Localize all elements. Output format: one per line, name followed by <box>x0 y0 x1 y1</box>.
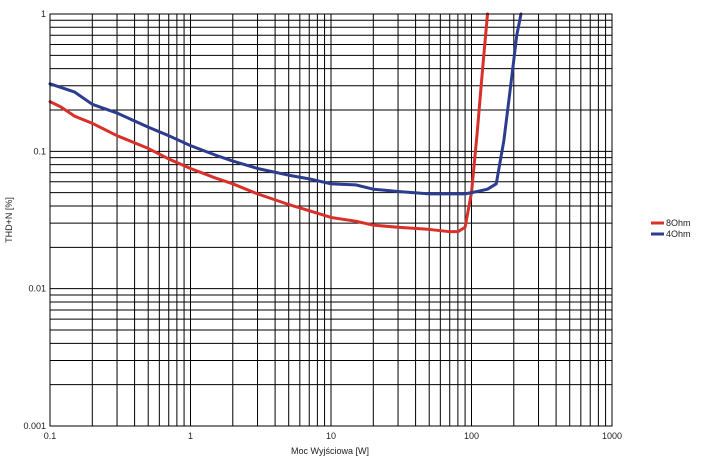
series-line-4ohm <box>48 12 523 196</box>
x-axis-label: Moc Wyjściowa [W] <box>291 446 369 456</box>
y-tick-label: 1 <box>41 9 46 19</box>
x-tick-label: 1 <box>188 431 193 441</box>
y-tick-label: 0.01 <box>28 284 46 294</box>
plot-frame <box>49 13 613 427</box>
x-tick-label: 0.1 <box>44 431 57 441</box>
x-tick-labels: 0.1 1 10 100 1000 <box>44 431 622 441</box>
grid <box>49 14 612 427</box>
x-tick-label: 10 <box>326 431 336 441</box>
series-line-8ohm <box>48 12 490 234</box>
legend: 8Ohm 4Ohm <box>651 218 691 239</box>
y-axis-label: THD+N [%] <box>4 197 14 243</box>
x-tick-label: 1000 <box>602 431 622 441</box>
x-tick-label: 100 <box>464 431 479 441</box>
legend-label-8ohm: 8Ohm <box>666 218 691 228</box>
series-lines <box>48 12 523 234</box>
y-tick-labels: 0.001 0.01 0.1 1 <box>23 9 46 431</box>
legend-label-4ohm: 4Ohm <box>666 229 691 239</box>
y-tick-label: 0.1 <box>33 146 46 156</box>
y-tick-label: 0.001 <box>23 421 46 431</box>
